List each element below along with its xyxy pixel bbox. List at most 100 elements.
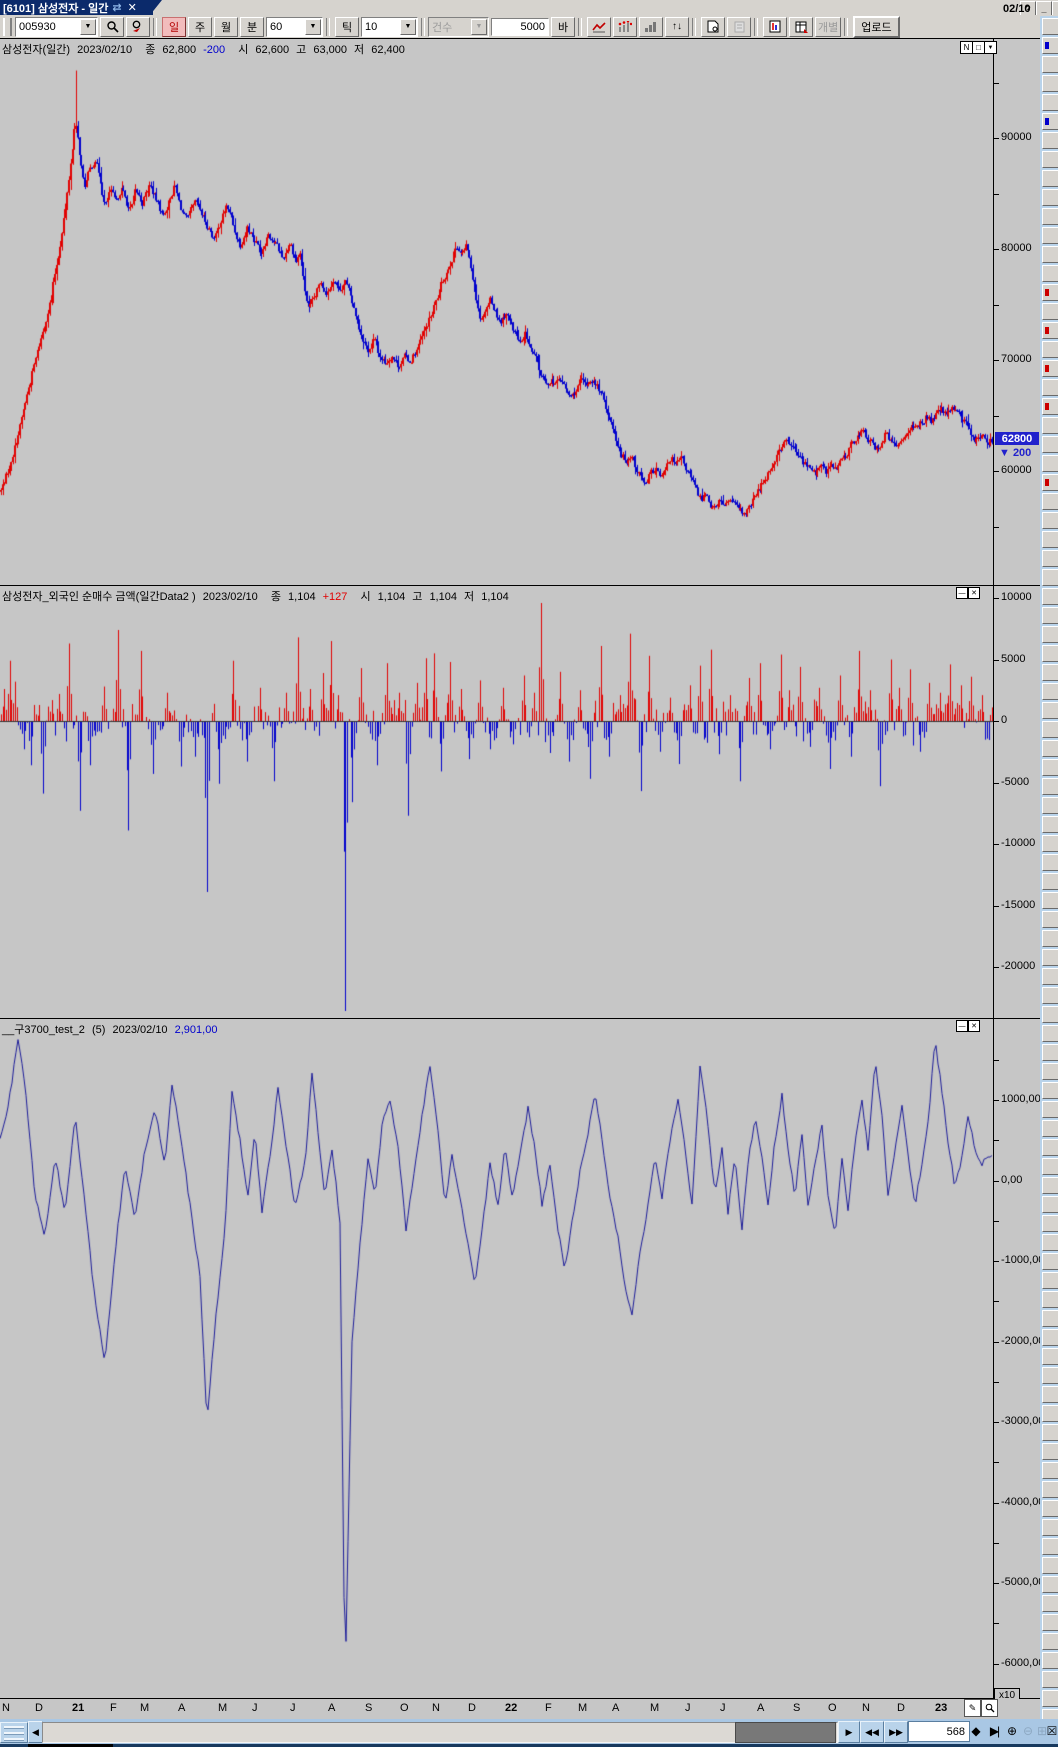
toolbar-grip[interactable]	[3, 17, 12, 36]
right-toolbar-button[interactable]	[1042, 702, 1058, 719]
period-week-button[interactable]: 주	[188, 16, 212, 37]
right-toolbar-button[interactable]	[1042, 588, 1058, 605]
right-toolbar-button[interactable]	[1042, 1443, 1058, 1460]
right-toolbar-button[interactable]	[1042, 1576, 1058, 1593]
right-toolbar-button[interactable]	[1042, 835, 1058, 852]
minute-combo[interactable]: 60 ▼	[266, 16, 323, 37]
panel-divider-1[interactable]	[0, 585, 1040, 586]
right-toolbar-button[interactable]	[1042, 1006, 1058, 1023]
right-toolbar-button[interactable]	[1042, 550, 1058, 567]
grid-button[interactable]	[789, 16, 813, 37]
right-toolbar-button[interactable]	[1042, 1120, 1058, 1137]
chevron-down-icon[interactable]: ▼	[80, 18, 96, 35]
right-toolbar-button[interactable]	[1042, 911, 1058, 928]
window-tab[interactable]: [6101] 삼성전자 - 일간 ⇄ ✕	[0, 0, 153, 15]
right-toolbar-button[interactable]	[1042, 1633, 1058, 1650]
right-toolbar-button[interactable]	[1042, 246, 1058, 263]
right-toolbar-button[interactable]	[1042, 1082, 1058, 1099]
right-toolbar-button[interactable]	[1042, 1500, 1058, 1517]
right-toolbar-button[interactable]	[1042, 455, 1058, 472]
period-month-button[interactable]: 월	[214, 16, 238, 37]
minimize-button[interactable]: _	[1036, 1, 1052, 16]
dot-chart-button[interactable]	[613, 16, 637, 37]
line-chart-button[interactable]	[587, 16, 611, 37]
period-minute-button[interactable]: 분	[240, 16, 264, 37]
right-toolbar-button[interactable]	[1042, 1519, 1058, 1536]
right-toolbar-button[interactable]	[1042, 474, 1058, 491]
right-toolbar-button[interactable]	[1042, 1367, 1058, 1384]
right-toolbar-button[interactable]	[1042, 1291, 1058, 1308]
right-toolbar-button[interactable]	[1042, 1158, 1058, 1175]
right-toolbar-button[interactable]	[1042, 854, 1058, 871]
right-toolbar-button[interactable]	[1042, 341, 1058, 358]
right-toolbar-button[interactable]	[1042, 1063, 1058, 1080]
right-toolbar-button[interactable]	[1042, 1253, 1058, 1270]
bar-chart-button[interactable]	[639, 16, 663, 37]
panel3-close-button[interactable]: ✕	[968, 1020, 980, 1032]
right-toolbar-button[interactable]	[1042, 1614, 1058, 1631]
panel1-restore-button[interactable]: □	[972, 41, 985, 54]
right-toolbar-button[interactable]	[1042, 797, 1058, 814]
right-toolbar-button[interactable]	[1042, 189, 1058, 206]
panel1-n-button[interactable]: N	[960, 41, 973, 54]
scroll-left-button[interactable]: ◀	[28, 1721, 43, 1743]
axis-zoom-button[interactable]	[981, 1699, 998, 1717]
right-toolbar-button[interactable]	[1042, 303, 1058, 320]
right-toolbar-button[interactable]	[1042, 1595, 1058, 1612]
right-toolbar-button[interactable]	[1042, 75, 1058, 92]
bar-count-input[interactable]: 5000	[491, 17, 549, 36]
panel-divider-2[interactable]	[0, 1018, 1040, 1019]
right-toolbar-button[interactable]	[1042, 721, 1058, 738]
right-toolbar-button[interactable]	[1042, 987, 1058, 1004]
swap-icon[interactable]: ⇄	[112, 2, 122, 14]
chevron-down-icon[interactable]: ▼	[400, 18, 416, 35]
right-toolbar-button[interactable]	[1042, 379, 1058, 396]
right-toolbar-button[interactable]	[1042, 968, 1058, 985]
right-toolbar-button[interactable]	[1042, 1310, 1058, 1327]
right-toolbar[interactable]	[1040, 16, 1058, 1719]
right-toolbar-button[interactable]	[1042, 1101, 1058, 1118]
right-toolbar-button[interactable]	[1042, 816, 1058, 833]
upload-button[interactable]: 업로드	[853, 15, 900, 38]
period-day-button[interactable]: 일	[162, 16, 186, 37]
right-toolbar-button[interactable]	[1042, 265, 1058, 282]
right-toolbar-button[interactable]	[1042, 626, 1058, 643]
search-button[interactable]	[100, 16, 124, 37]
new-document-button[interactable]	[701, 16, 725, 37]
right-toolbar-button[interactable]	[1042, 1652, 1058, 1669]
bar-apply-button[interactable]: 바	[551, 16, 575, 37]
right-toolbar-button[interactable]	[1042, 1329, 1058, 1346]
indicator-line-canvas[interactable]	[0, 1034, 993, 1698]
tick-button[interactable]: 틱	[335, 16, 359, 37]
symbol-combo[interactable]: 005930 ▼	[15, 16, 98, 37]
right-toolbar-button[interactable]	[1042, 1177, 1058, 1194]
right-toolbar-button[interactable]	[1042, 56, 1058, 73]
right-toolbar-button[interactable]	[1042, 569, 1058, 586]
print-button[interactable]	[727, 16, 751, 37]
right-toolbar-button[interactable]	[1042, 1462, 1058, 1479]
right-toolbar-button[interactable]	[1042, 664, 1058, 681]
maximize-button[interactable]	[1052, 1, 1058, 16]
right-toolbar-button[interactable]	[1042, 18, 1058, 35]
candlestick-chart-canvas[interactable]	[0, 38, 993, 585]
right-toolbar-button[interactable]	[1042, 360, 1058, 377]
right-toolbar-button[interactable]	[1042, 436, 1058, 453]
right-toolbar-button[interactable]	[1042, 94, 1058, 111]
bar-position-input[interactable]: 568	[908, 1721, 970, 1742]
scroll-right-button[interactable]: ▶	[838, 1721, 860, 1743]
right-toolbar-button[interactable]	[1042, 1044, 1058, 1061]
right-toolbar-button[interactable]	[1042, 1196, 1058, 1213]
right-toolbar-button[interactable]	[1042, 759, 1058, 776]
right-toolbar-button[interactable]	[1042, 778, 1058, 795]
right-toolbar-button[interactable]	[1042, 1025, 1058, 1042]
right-toolbar-button[interactable]	[1042, 683, 1058, 700]
right-toolbar-button[interactable]	[1042, 113, 1058, 130]
search-recent-button[interactable]	[126, 16, 150, 37]
right-toolbar-button[interactable]	[1042, 512, 1058, 529]
right-toolbar-button[interactable]	[1042, 37, 1058, 54]
panel2-close-button[interactable]: ✕	[968, 587, 980, 599]
tab-close-icon[interactable]: ✕	[127, 2, 137, 14]
right-toolbar-button[interactable]	[1042, 949, 1058, 966]
right-toolbar-button[interactable]	[1042, 227, 1058, 244]
right-toolbar-button[interactable]	[1042, 493, 1058, 510]
